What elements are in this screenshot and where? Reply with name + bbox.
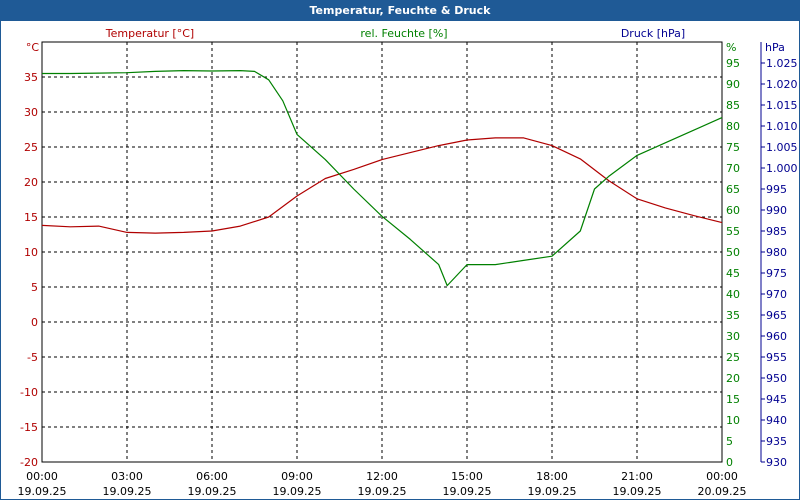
pressure-axis-label: Druck [hPa]	[621, 27, 685, 40]
temperature-tick-label: 10	[24, 246, 38, 259]
x-tick-time-label: 00:00	[26, 470, 58, 483]
chart-title: Temperatur, Feuchte & Druck	[1, 1, 799, 21]
x-tick-date-label: 19.09.25	[528, 485, 577, 498]
temperature-tick-label: 35	[24, 71, 38, 84]
humidity-series-line	[42, 69, 723, 287]
humidity-tick-label: 15	[726, 393, 740, 406]
pressure-tick-label: 985	[766, 225, 787, 238]
temperature-tick-label: 0	[31, 316, 38, 329]
tick-labels: -20 -15 -10 -5 0 5 10 15 20 25 30 35 0 5 10 15 20 25 30 35 4…	[18, 57, 798, 498]
x-tick-date-label: 19.09.25	[188, 485, 237, 498]
pressure-tick-label: 1.000	[766, 162, 798, 175]
pressure-tick-label: 1.020	[766, 78, 798, 91]
pressure-tick-label: 1.015	[766, 99, 798, 112]
humidity-tick-label: 80	[726, 120, 740, 133]
humidity-tick-label: 30	[726, 330, 740, 343]
x-tick-time-label: 15:00	[451, 470, 483, 483]
temperature-tick-label: -15	[20, 421, 38, 434]
temperature-tick-label: -20	[20, 456, 38, 469]
pressure-tick-label: 1.005	[766, 141, 798, 154]
temperature-tick-label: 5	[31, 281, 38, 294]
x-tick-time-label: 00:00	[706, 470, 738, 483]
temperature-series-line	[41, 137, 723, 234]
x-tick-time-label: 18:00	[536, 470, 568, 483]
pressure-tick-label: 990	[766, 204, 787, 217]
humidity-tick-label: 10	[726, 414, 740, 427]
temperature-tick-label: 20	[24, 176, 38, 189]
grid-lines	[42, 42, 722, 462]
plot-border	[41, 41, 723, 463]
pressure-tick-label: 960	[766, 330, 787, 343]
x-tick-date-label: 19.09.25	[358, 485, 407, 498]
x-tick-date-label: 19.09.25	[18, 485, 67, 498]
humidity-tick-label: 0	[726, 456, 733, 469]
pressure-tick-label: 955	[766, 351, 787, 364]
humidity-tick-label: 70	[726, 162, 740, 175]
pressure-tick-label: 1.025	[766, 57, 798, 70]
humidity-tick-label: 35	[726, 309, 740, 322]
humidity-unit-label: %	[726, 41, 736, 54]
humidity-tick-label: 20	[726, 372, 740, 385]
pressure-tick-label: 970	[766, 288, 787, 301]
x-tick-time-label: 21:00	[621, 470, 653, 483]
pressure-tick-label: 950	[766, 372, 787, 385]
x-tick-time-label: 12:00	[366, 470, 398, 483]
humidity-tick-label: 90	[726, 78, 740, 91]
x-tick-time-label: 06:00	[196, 470, 228, 483]
humidity-tick-label: 60	[726, 204, 740, 217]
pressure-unit-label: hPa	[765, 41, 785, 54]
humidity-tick-label: 25	[726, 351, 740, 364]
x-tick-time-label: 09:00	[281, 470, 313, 483]
humidity-tick-label: 45	[726, 267, 740, 280]
temperature-tick-label: 15	[24, 211, 38, 224]
x-tick-date-label: 20.09.25	[698, 485, 747, 498]
humidity-tick-label: 65	[726, 183, 740, 196]
pressure-tick-label: 980	[766, 246, 787, 259]
pressure-tick-label: 995	[766, 183, 787, 196]
series-lines	[41, 69, 723, 287]
x-tick-date-label: 19.09.25	[273, 485, 322, 498]
humidity-tick-label: 95	[726, 57, 740, 70]
pressure-tick-label: 1.010	[766, 120, 798, 133]
pressure-tick-label: 930	[766, 456, 787, 469]
temperature-axis-label: Temperatur [°C]	[105, 27, 194, 40]
temperature-tick-label: 30	[24, 106, 38, 119]
humidity-axis-label: rel. Feuchte [%]	[360, 27, 447, 40]
humidity-tick-label: 55	[726, 225, 740, 238]
humidity-tick-label: 85	[726, 99, 740, 112]
x-tick-date-label: 19.09.25	[613, 485, 662, 498]
x-tick-time-label: 03:00	[111, 470, 143, 483]
temperature-tick-label: 25	[24, 141, 38, 154]
pressure-tick-label: 965	[766, 309, 787, 322]
humidity-tick-label: 50	[726, 246, 740, 259]
pressure-tick-label: 975	[766, 267, 787, 280]
temperature-tick-label: -10	[20, 386, 38, 399]
temperature-unit-label: °C	[26, 41, 40, 54]
axes	[41, 41, 765, 463]
pressure-tick-label: 945	[766, 393, 787, 406]
humidity-tick-label: 5	[726, 435, 733, 448]
x-tick-date-label: 19.09.25	[443, 485, 492, 498]
humidity-tick-label: 75	[726, 141, 740, 154]
humidity-tick-label: 40	[726, 288, 740, 301]
temperature-tick-label: -5	[27, 351, 38, 364]
x-tick-date-label: 19.09.25	[103, 485, 152, 498]
pressure-tick-label: 935	[766, 435, 787, 448]
pressure-tick-label: 940	[766, 414, 787, 427]
